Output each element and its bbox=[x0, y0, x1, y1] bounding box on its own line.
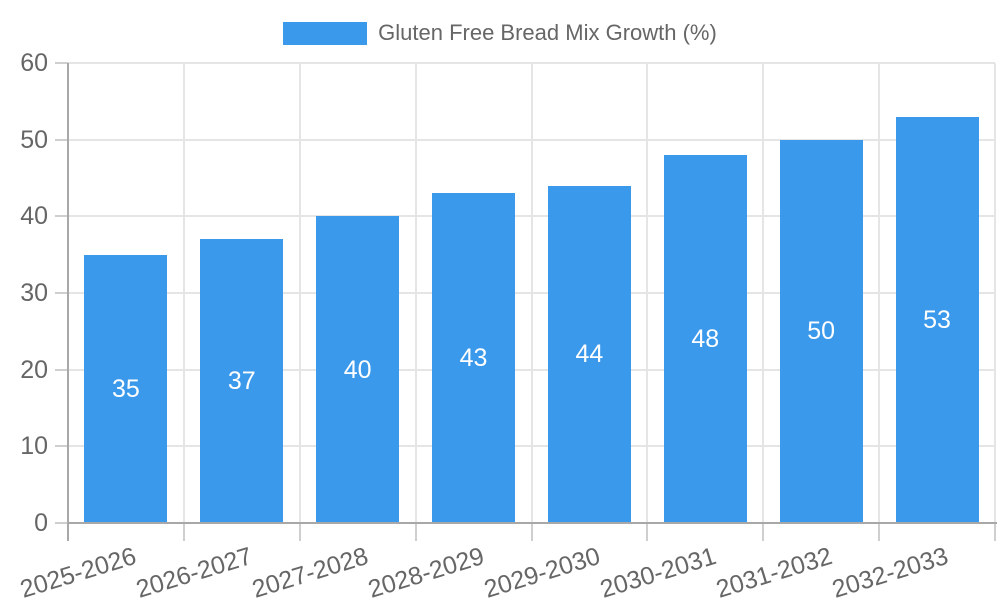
y-axis-tick-label: 0 bbox=[34, 509, 48, 537]
x-axis-tick-label: 2026-2027 bbox=[133, 542, 256, 600]
y-tick-mark bbox=[55, 445, 68, 448]
gridline-vertical bbox=[762, 63, 765, 523]
x-axis-tick-label: 2027-2028 bbox=[249, 542, 372, 600]
y-tick-mark bbox=[55, 138, 68, 141]
x-tick-mark bbox=[298, 523, 301, 541]
x-axis-tick-label: 2029-2030 bbox=[480, 542, 604, 600]
bar[interactable] bbox=[547, 185, 631, 523]
bar[interactable] bbox=[200, 239, 284, 523]
x-tick-mark bbox=[762, 523, 765, 541]
y-axis-tick-label: 50 bbox=[20, 125, 48, 154]
bar[interactable] bbox=[663, 155, 747, 523]
gridline-vertical bbox=[994, 63, 996, 523]
bar-value-label: 44 bbox=[575, 340, 604, 369]
bar-value-label: 43 bbox=[459, 344, 488, 373]
gridline-vertical bbox=[646, 63, 649, 523]
gridline-vertical bbox=[414, 63, 417, 523]
bar[interactable] bbox=[779, 139, 863, 523]
gridline-vertical bbox=[530, 63, 533, 523]
bar-value-label: 53 bbox=[923, 305, 951, 334]
x-axis-line bbox=[67, 522, 997, 524]
x-tick-mark bbox=[646, 523, 649, 541]
x-axis-tick-label: 2031-2032 bbox=[712, 542, 836, 600]
y-tick-mark bbox=[55, 215, 68, 218]
y-axis-tick-label: 60 bbox=[20, 49, 48, 77]
bar-value-label: 50 bbox=[807, 317, 836, 346]
bar-value-label: 40 bbox=[343, 355, 372, 384]
y-tick-mark bbox=[55, 292, 68, 294]
bar[interactable] bbox=[84, 254, 168, 523]
y-axis-line bbox=[67, 63, 69, 541]
x-axis-tick-label: 2032-2033 bbox=[828, 542, 951, 600]
y-axis-tick-label: 30 bbox=[20, 279, 48, 307]
gridline-vertical bbox=[182, 63, 185, 523]
bar[interactable] bbox=[432, 193, 516, 523]
x-tick-mark bbox=[530, 523, 533, 541]
x-tick-mark bbox=[878, 523, 881, 541]
y-tick-mark bbox=[55, 368, 68, 371]
x-axis-tick-label: 2030-2031 bbox=[596, 542, 720, 600]
y-axis-tick-label: 40 bbox=[20, 202, 48, 231]
x-axis-tick-label: 2025-2026 bbox=[17, 542, 140, 600]
y-axis-tick-label: 20 bbox=[20, 355, 48, 384]
x-tick-mark bbox=[414, 523, 417, 541]
y-tick-mark bbox=[55, 62, 68, 64]
gridline-vertical bbox=[298, 63, 301, 523]
bar-value-label: 35 bbox=[112, 374, 140, 403]
gridline-vertical bbox=[878, 63, 881, 523]
x-axis-tick-label: 2028-2029 bbox=[364, 542, 488, 600]
x-tick-mark bbox=[182, 523, 185, 541]
x-tick-mark bbox=[994, 523, 996, 541]
bar-value-label: 48 bbox=[691, 325, 720, 353]
bar[interactable] bbox=[316, 216, 400, 523]
legend-label: Gluten Free Bread Mix Growth (%) bbox=[378, 20, 717, 45]
legend-swatch bbox=[283, 21, 368, 45]
y-axis-tick-label: 10 bbox=[20, 432, 48, 461]
bar[interactable] bbox=[895, 116, 979, 523]
legend[interactable]: Gluten Free Bread Mix Growth (%) bbox=[0, 21, 1000, 45]
y-tick-mark bbox=[55, 522, 68, 524]
bar-value-label: 37 bbox=[227, 367, 256, 396]
